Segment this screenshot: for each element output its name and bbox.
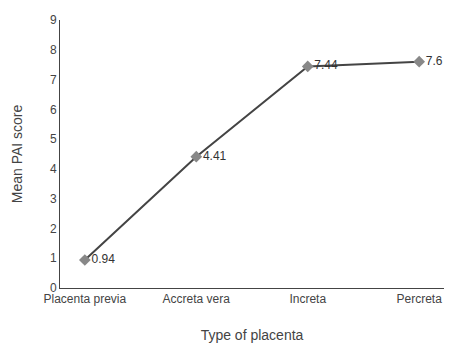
svg-text:2: 2 bbox=[50, 222, 57, 236]
svg-text:Mean PAI score: Mean PAI score bbox=[9, 105, 25, 204]
svg-text:7.44: 7.44 bbox=[314, 58, 338, 72]
svg-text:4.41: 4.41 bbox=[203, 149, 227, 163]
svg-text:5: 5 bbox=[50, 132, 57, 146]
svg-text:7: 7 bbox=[50, 73, 57, 87]
svg-text:Increta: Increta bbox=[289, 292, 326, 306]
svg-text:Type of placenta: Type of placenta bbox=[201, 327, 304, 343]
svg-text:7.6: 7.6 bbox=[426, 54, 443, 68]
svg-text:9: 9 bbox=[50, 13, 57, 27]
svg-text:Percreta: Percreta bbox=[397, 292, 443, 306]
svg-text:3: 3 bbox=[50, 192, 57, 206]
svg-text:8: 8 bbox=[50, 43, 57, 57]
svg-text:6: 6 bbox=[50, 103, 57, 117]
svg-text:0: 0 bbox=[50, 281, 57, 295]
svg-text:Accreta vera: Accreta vera bbox=[163, 292, 231, 306]
svg-text:Placenta previa: Placenta previa bbox=[43, 292, 126, 306]
svg-text:4: 4 bbox=[50, 162, 57, 176]
svg-text:0.94: 0.94 bbox=[91, 252, 115, 266]
svg-text:1: 1 bbox=[50, 251, 57, 265]
